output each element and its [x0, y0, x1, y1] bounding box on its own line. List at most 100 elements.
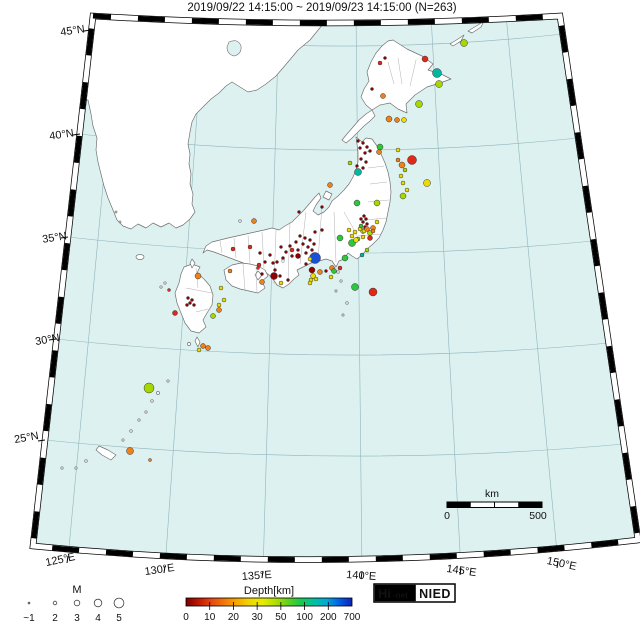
- longitude-label: 125°E: [44, 551, 76, 569]
- earthquake-marker: [200, 343, 206, 349]
- earthquake-marker: [359, 252, 365, 258]
- map-border: [29, 12, 640, 563]
- tanegashima-island: [194, 336, 201, 348]
- earthquake-marker: [358, 223, 364, 229]
- earthquake-marker: [359, 157, 363, 161]
- earthquake-marker: [308, 238, 312, 242]
- latitude-label: 25°N: [13, 430, 39, 446]
- earthquake-marker: [352, 229, 358, 235]
- scale-bar-segment: [447, 502, 471, 508]
- oshima-peninsula: [341, 109, 376, 144]
- earthquake-marker: [296, 248, 300, 252]
- latitude-label: 30°N: [34, 332, 60, 348]
- earthquake-marker: [368, 149, 372, 153]
- logo-hinet-box: [374, 584, 416, 602]
- earthquake-marker: [258, 251, 262, 255]
- earthquake-marker: [359, 217, 363, 221]
- magnitude-legend-circle: [93, 598, 103, 608]
- earthquake-marker: [271, 261, 275, 265]
- depth-legend-title: Depth[km]: [244, 585, 294, 597]
- earthquake-marker: [370, 87, 374, 91]
- earthquake-marker: [364, 247, 370, 253]
- longitude-label: 135°E: [241, 569, 272, 583]
- earthquake-marker: [354, 168, 362, 176]
- earthquake-marker: [188, 301, 192, 305]
- small-islands: [40, 210, 349, 470]
- earthquake-marker: [275, 260, 279, 264]
- magnitude-legend-circle: [73, 599, 81, 607]
- earthquake-marker: [306, 245, 310, 249]
- magnitude-legend-circle: [113, 597, 125, 609]
- magnitude-legend-label: 2: [52, 613, 58, 624]
- earthquake-marker: [288, 244, 292, 248]
- earthquake-marker: [401, 117, 407, 123]
- earthquake-marker: [194, 272, 202, 280]
- depth-colorbar: [185, 597, 353, 607]
- magnitude-legend-circle: [27, 601, 31, 605]
- earthquake-marker: [361, 166, 365, 170]
- earthquake-marker: [190, 298, 194, 302]
- earthquake-marker: [210, 313, 216, 319]
- depth-tick-label: 50: [275, 612, 287, 623]
- earthquake-marker: [216, 302, 222, 308]
- earthquake-marker: [148, 458, 152, 462]
- earthquake-marker: [227, 268, 233, 274]
- earthquake-marker: [310, 273, 316, 279]
- earthquake-marker: [361, 220, 365, 224]
- map-content: km 0 500: [40, 16, 625, 560]
- earthquake-marker: [320, 228, 324, 232]
- earthquake-marker: [192, 303, 196, 307]
- earthquake-marker: [400, 180, 406, 186]
- earthquake-marker: [167, 288, 171, 292]
- earthquake-marker: [355, 164, 359, 168]
- earthquake-marker: [402, 167, 408, 173]
- earthquake-marker: [308, 266, 316, 274]
- earthquake-marker: [307, 280, 313, 286]
- depth-tick-label: 200: [320, 612, 337, 623]
- earthquake-marker: [346, 227, 352, 233]
- earthquake-marker: [298, 234, 302, 238]
- longitude-label: 150°E: [546, 555, 578, 573]
- logo-nied-text: NIED: [419, 587, 451, 601]
- depth-colorbar-ticks: [209, 602, 329, 610]
- earthquake-marker: [423, 179, 431, 187]
- earthquake-marker: [312, 242, 316, 246]
- earthquake-marker: [364, 160, 368, 164]
- depth-tick-label: 700: [344, 612, 361, 623]
- earthquake-marker: [251, 218, 257, 224]
- scale-bar-start: 0: [444, 510, 450, 522]
- earthquake-marker: [247, 244, 253, 250]
- earthquake-marker: [361, 141, 365, 145]
- earthquake-marker: [328, 274, 334, 280]
- earthquake-marker: [307, 256, 313, 262]
- earthquake-marker: [399, 192, 407, 200]
- earthquake-marker: [364, 217, 368, 221]
- earthquake-marker: [356, 139, 360, 143]
- earthquake-marker: [360, 234, 366, 240]
- earthquake-marker: [398, 173, 404, 179]
- earthquake-marker: [395, 157, 401, 163]
- scale-bar-end: 500: [529, 510, 547, 522]
- earthquake-marker: [286, 278, 290, 282]
- earthquake-marker: [324, 269, 328, 273]
- depth-tick-label: 20: [228, 612, 240, 623]
- earthquake-marker: [364, 226, 370, 232]
- earthquake-marker: [415, 100, 423, 108]
- earthquake-marker: [284, 250, 288, 254]
- meridian-140e: [355, 16, 363, 560]
- scale-bar: km 0 500: [444, 488, 547, 522]
- kuril-islands: [449, 20, 485, 47]
- earthquake-marker: [310, 248, 314, 252]
- earthquake-marker: [230, 246, 236, 252]
- earthquake-marker: [279, 245, 283, 249]
- earthquake-marker: [126, 447, 134, 455]
- earthquake-marker: [341, 254, 349, 262]
- earthquake-marker: [374, 219, 380, 225]
- earthquake-marker: [365, 145, 369, 149]
- earthquake-marker: [320, 205, 324, 209]
- jeju-island: [135, 254, 145, 260]
- parallel-25n: [44, 439, 625, 457]
- earthquake-marker: [186, 296, 190, 300]
- earthquake-marker: [327, 182, 333, 188]
